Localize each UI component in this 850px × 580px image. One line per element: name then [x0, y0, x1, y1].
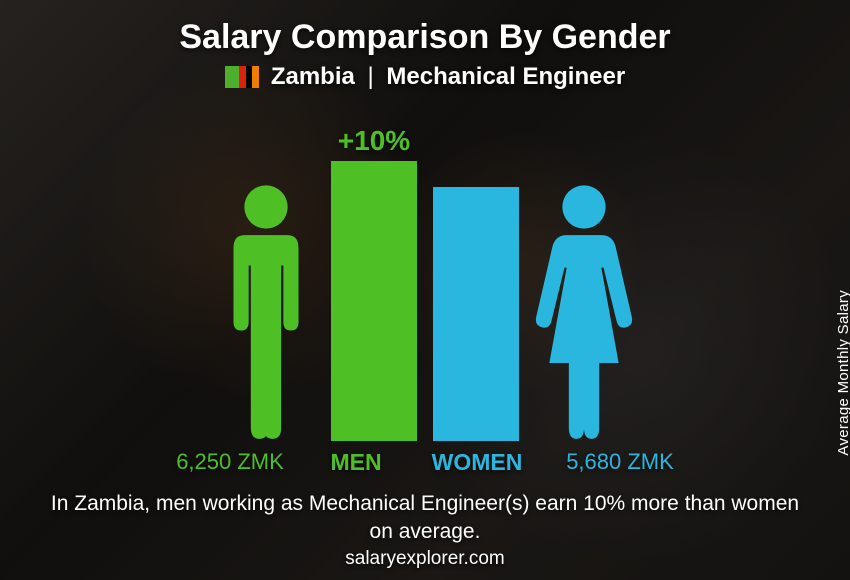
infographic-content: Salary Comparison By Gender Zambia | Mec… — [0, 0, 850, 580]
men-bar — [331, 161, 417, 441]
chart-area: +10% — [115, 101, 735, 441]
flag-base — [225, 66, 239, 88]
subtitle-job: Mechanical Engineer — [386, 63, 625, 90]
subtitle-country: Zambia — [271, 63, 355, 90]
man-icon — [211, 181, 321, 441]
footer-source: salaryexplorer.com — [0, 548, 850, 570]
subtitle-sep: | — [368, 63, 374, 90]
page-title: Salary Comparison By Gender — [179, 18, 670, 57]
women-label: WOMEN — [417, 449, 537, 476]
subtitle: Zambia | Mechanical Engineer — [271, 63, 625, 91]
pct-label: +10% — [338, 125, 410, 157]
side-axis-label: Average Monthly Salary — [836, 290, 850, 456]
women-bar-col — [433, 187, 519, 441]
flag-stripe-3 — [252, 66, 259, 88]
men-bar-col: +10% — [331, 125, 417, 441]
woman-icon — [529, 181, 639, 441]
labels-row: 6,250 ZMK MEN WOMEN 5,680 ZMK — [115, 449, 735, 476]
men-icon-col — [211, 181, 321, 441]
men-salary: 6,250 ZMK — [165, 449, 295, 476]
zambia-flag-icon — [225, 66, 259, 88]
women-group — [433, 181, 639, 441]
women-icon-col — [529, 181, 639, 441]
subtitle-row: Zambia | Mechanical Engineer — [225, 63, 625, 91]
men-label: MEN — [313, 449, 399, 476]
men-group: +10% — [211, 125, 417, 441]
description: In Zambia, men working as Mechanical Eng… — [45, 490, 805, 547]
women-salary: 5,680 ZMK — [555, 449, 685, 476]
women-bar — [433, 187, 519, 441]
